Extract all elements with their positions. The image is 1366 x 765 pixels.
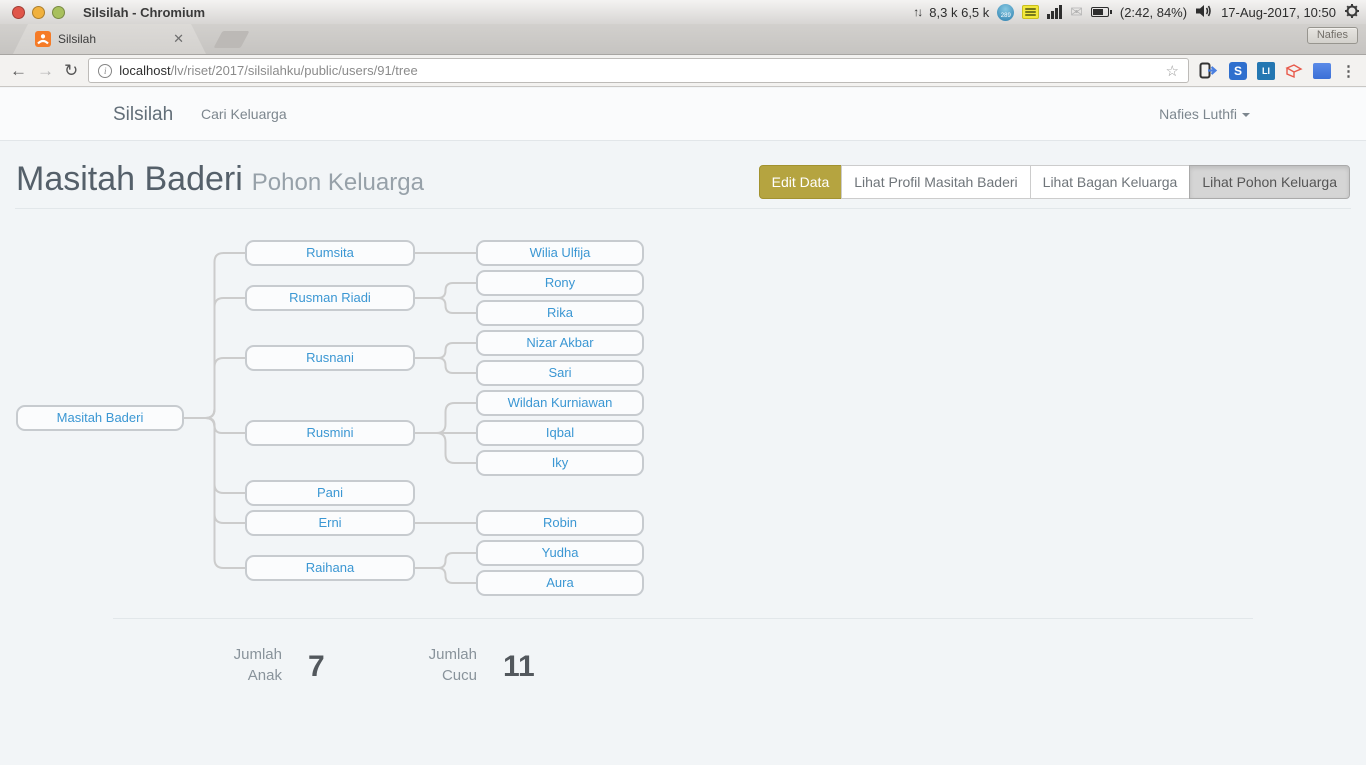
battery-icon[interactable]	[1090, 7, 1112, 17]
extension-li-icon[interactable]: LI	[1257, 61, 1275, 80]
tree-node-masitah[interactable]: Masitah Baderi	[16, 405, 184, 431]
browser-menu-icon[interactable]: ⋮	[1341, 62, 1356, 80]
back-button[interactable]: ←	[10, 61, 27, 80]
window-title: Silsilah - Chromium	[83, 4, 206, 20]
url-path: /lv/riset/2017/silsilahku/public/users/9…	[170, 63, 418, 78]
stat-anak-value: 7	[308, 650, 325, 683]
tree-connector	[415, 552, 476, 569]
browser-tab-silsilah[interactable]: Silsilah ✕	[13, 24, 206, 54]
person-name-heading: Masitah Baderi	[16, 160, 243, 198]
window-maximize-button[interactable]	[52, 5, 65, 19]
edit-data-button[interactable]: Edit Data	[758, 165, 843, 199]
window-minimize-button[interactable]	[32, 5, 45, 19]
lihat-profil-button[interactable]: Lihat Profil Masitah Baderi	[841, 165, 1031, 199]
tree-node-wilia[interactable]: Wilia Ulfija	[476, 240, 644, 266]
extension-s-icon[interactable]: S	[1229, 61, 1247, 80]
battery-label: (2:42, 84%)	[1119, 4, 1188, 20]
tree-node-pani[interactable]: Pani	[245, 480, 415, 506]
new-tab-button[interactable]	[213, 31, 250, 48]
family-tree: Masitah Baderi Rumsita Rusman Riadi Rusnani…	[0, 226, 710, 618]
tree-node-nizar[interactable]: Nizar Akbar	[476, 330, 644, 356]
tab-favicon-icon	[35, 31, 51, 47]
tree-connector	[415, 357, 476, 374]
tree-node-iqbal[interactable]: Iqbal	[476, 420, 644, 446]
window-close-button[interactable]	[12, 5, 25, 19]
extension-laravel-icon[interactable]	[1285, 63, 1303, 79]
indicator-badge-icon[interactable]: 289	[997, 3, 1015, 21]
tree-connector	[415, 297, 476, 314]
session-badge[interactable]: Nafies	[1306, 27, 1358, 44]
stats-divider	[113, 618, 1253, 619]
tree-node-sari[interactable]: Sari	[476, 360, 644, 386]
extension-phone-icon[interactable]	[1199, 62, 1219, 79]
header-divider	[15, 208, 1351, 209]
os-titlebar: Silsilah - Chromium ↑↓ 8,3 k 6,5 k 289 ✉…	[0, 0, 1366, 24]
chevron-down-icon	[1242, 113, 1250, 118]
forward-button[interactable]: →	[37, 61, 54, 80]
lihat-bagan-button[interactable]: Lihat Bagan Keluarga	[1029, 165, 1191, 199]
tab-strip: Silsilah ✕ Nafies	[0, 24, 1366, 55]
tree-node-robin[interactable]: Robin	[476, 510, 644, 536]
clock-label[interactable]: 17-Aug-2017, 10:50	[1221, 4, 1336, 20]
tree-connector	[415, 402, 476, 434]
tree-node-rika[interactable]: Rika	[476, 300, 644, 326]
tree-connector	[415, 432, 476, 464]
lihat-pohon-button[interactable]: Lihat Pohon Keluarga	[1189, 165, 1350, 199]
stat-cucu-label: Jumlah Cucu	[428, 646, 477, 684]
action-button-group: Edit Data Lihat Profil Masitah Baderi Li…	[758, 165, 1350, 199]
bookmark-star-icon[interactable]: ☆	[1165, 62, 1179, 80]
tree-node-rusnani[interactable]: Rusnani	[245, 345, 415, 371]
browser-toolbar: ← → ↻ i localhost/lv/riset/2017/silsilah…	[0, 55, 1366, 87]
address-bar[interactable]: i localhost/lv/riset/2017/silsilahku/pub…	[88, 58, 1189, 83]
list-indicator-icon[interactable]	[1022, 5, 1040, 19]
volume-icon[interactable]	[1195, 3, 1213, 22]
tree-node-yudha[interactable]: Yudha	[476, 540, 644, 566]
tree-node-raihana[interactable]: Raihana	[245, 555, 415, 581]
window-controls	[12, 5, 65, 19]
tab-title: Silsilah	[58, 32, 97, 46]
site-navbar: Silsilah Cari Keluarga Nafies Luthfi	[0, 88, 1366, 141]
tree-connectors	[184, 252, 476, 584]
network-traffic-label: 8,3 k 6,5 k	[929, 4, 990, 20]
tab-close-icon[interactable]: ✕	[173, 31, 184, 46]
tree-node-rony[interactable]: Rony	[476, 270, 644, 296]
navbar-link-cari-keluarga[interactable]: Cari Keluarga	[201, 106, 287, 122]
system-tray: ↑↓ 8,3 k 6,5 k 289 ✉ (2:42, 84%) 17-Aug-…	[913, 3, 1360, 22]
tree-node-iky[interactable]: Iky	[476, 450, 644, 476]
signal-strength-icon[interactable]	[1047, 5, 1063, 19]
extension-square-icon[interactable]	[1313, 62, 1331, 79]
tree-node-erni[interactable]: Erni	[245, 510, 415, 536]
navbar-user-dropdown[interactable]: Nafies Luthfi	[1159, 88, 1250, 141]
tree-node-rumsita[interactable]: Rumsita	[245, 240, 415, 266]
tree-connector	[415, 342, 476, 359]
settings-gear-icon[interactable]	[1344, 3, 1360, 22]
page-info-icon[interactable]: i	[98, 63, 113, 78]
stat-anak-label: Jumlah Anak	[233, 646, 282, 684]
tree-node-rusmini[interactable]: Rusmini	[245, 420, 415, 446]
tree-node-aura[interactable]: Aura	[476, 570, 644, 596]
page-title: Masitah Baderi Pohon Keluarga	[16, 160, 424, 199]
url-host: localhost	[119, 63, 171, 78]
url-text: localhost/lv/riset/2017/silsilahku/publi…	[119, 63, 417, 78]
tree-node-wildan[interactable]: Wildan Kurniawan	[476, 390, 644, 416]
reload-button[interactable]: ↻	[64, 61, 79, 80]
tree-connector	[184, 417, 245, 569]
navbar-brand[interactable]: Silsilah	[113, 104, 174, 125]
tree-node-rusman[interactable]: Rusman Riadi	[245, 285, 415, 311]
tree-connector	[184, 357, 245, 419]
tree-connector	[415, 282, 476, 299]
stat-cucu-value: 11	[503, 650, 535, 683]
webpage: Silsilah Cari Keluarga Nafies Luthfi Mas…	[0, 88, 1366, 765]
page-subtitle: Pohon Keluarga	[251, 169, 424, 196]
mail-icon[interactable]: ✉	[1070, 4, 1083, 21]
tree-connector	[415, 567, 476, 584]
network-traffic-icon[interactable]: ↑↓	[913, 5, 923, 19]
